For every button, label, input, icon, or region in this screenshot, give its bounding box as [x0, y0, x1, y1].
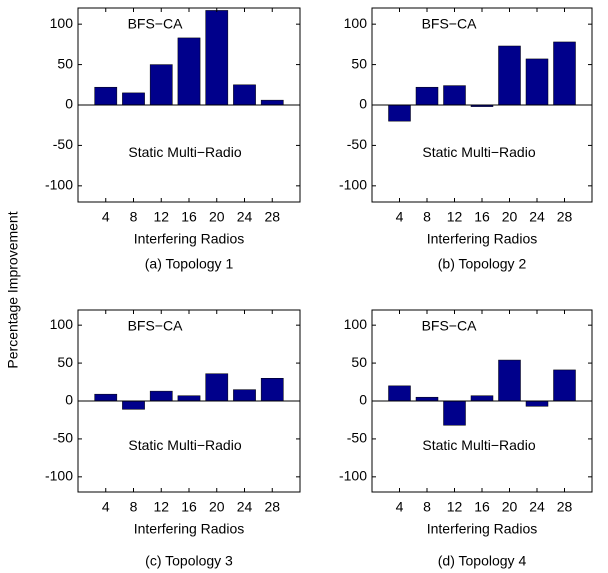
y-tick-label: -100 [339, 468, 367, 484]
x-tick-label: 4 [396, 209, 404, 225]
annotation: BFS−CA [128, 318, 184, 334]
bar [94, 86, 118, 106]
y-tick-label: 100 [344, 15, 368, 31]
x-tick-label: 24 [529, 499, 545, 515]
x-tick-label: 24 [237, 209, 253, 225]
y-tick-label: 50 [57, 354, 73, 370]
bar [415, 396, 439, 402]
annotation: BFS−CA [422, 16, 478, 32]
y-tick-label: 100 [50, 316, 74, 332]
bar [233, 389, 256, 402]
x-tick-label: 8 [423, 499, 431, 515]
bar [94, 393, 118, 402]
x-tick-label: 20 [209, 209, 225, 225]
x-tick-label: 12 [153, 209, 169, 225]
x-axis-label: Interfering Radios [134, 521, 245, 537]
y-tick-label: -100 [45, 177, 73, 193]
caption: (a) Topology 1 [145, 256, 234, 272]
axes-box [77, 7, 301, 203]
x-tick-label: 16 [181, 209, 197, 225]
y-tick-label: 50 [57, 55, 73, 71]
y-tick-label: -50 [53, 136, 73, 152]
bar [122, 400, 145, 410]
x-tick-label: 12 [447, 209, 463, 225]
bar [233, 84, 256, 106]
x-tick-label: 12 [153, 499, 169, 515]
x-tick-label: 4 [102, 499, 110, 515]
bar [553, 41, 576, 106]
bar [205, 373, 229, 402]
y-axis-label: Percentage Improvement [5, 211, 21, 368]
x-tick-label: 16 [474, 209, 490, 225]
bar [415, 86, 439, 106]
bar [177, 37, 201, 106]
y-tick-label: 0 [65, 96, 73, 112]
x-tick-label: 20 [209, 499, 225, 515]
x-tick-label: 24 [237, 499, 253, 515]
y-tick-label: 50 [351, 55, 367, 71]
x-tick-label: 16 [181, 499, 197, 515]
axes-box [371, 309, 593, 493]
bar [388, 104, 411, 122]
bar [443, 85, 466, 106]
x-tick-label: 28 [557, 209, 573, 225]
bar [525, 400, 549, 407]
x-tick-label: 20 [502, 499, 518, 515]
bar [470, 395, 494, 402]
x-tick-label: 20 [502, 209, 518, 225]
annotation: Static Multi−Radio [128, 144, 241, 160]
x-tick-label: 28 [264, 209, 280, 225]
caption: (b) Topology 2 [438, 256, 527, 272]
x-tick-label: 28 [264, 499, 280, 515]
x-axis-label: Interfering Radios [427, 231, 538, 247]
y-tick-label: -100 [45, 468, 73, 484]
axes-box [371, 7, 593, 203]
x-tick-label: 12 [447, 499, 463, 515]
bar [177, 395, 201, 402]
y-tick-label: 100 [50, 15, 74, 31]
caption: (c) Topology 3 [145, 553, 233, 569]
y-tick-label: 50 [351, 354, 367, 370]
bar [388, 385, 411, 402]
y-tick-label: 0 [359, 392, 367, 408]
bar [122, 92, 145, 106]
annotation: Static Multi−Radio [128, 437, 241, 453]
caption: (d) Topology 4 [438, 553, 527, 569]
y-tick-label: -50 [53, 430, 73, 446]
x-tick-label: 8 [130, 209, 138, 225]
y-tick-label: 0 [359, 96, 367, 112]
x-tick-label: 8 [423, 209, 431, 225]
y-tick-label: -100 [339, 177, 367, 193]
annotation: BFS−CA [422, 318, 478, 334]
y-tick-label: 0 [65, 392, 73, 408]
x-tick-label: 16 [474, 499, 490, 515]
bar [498, 45, 521, 106]
y-tick-label: -50 [347, 136, 367, 152]
y-tick-label: 100 [344, 316, 368, 332]
bar [149, 64, 173, 106]
x-tick-label: 28 [557, 499, 573, 515]
x-axis-label: Interfering Radios [427, 521, 538, 537]
bar [149, 390, 173, 402]
bar [260, 99, 284, 106]
annotation: Static Multi−Radio [422, 437, 535, 453]
bar [443, 400, 466, 426]
x-tick-label: 4 [396, 499, 404, 515]
bar [553, 369, 576, 402]
bar [260, 378, 284, 402]
annotation: Static Multi−Radio [422, 144, 535, 160]
x-tick-label: 24 [529, 209, 545, 225]
axes-box [77, 309, 301, 493]
x-tick-label: 4 [102, 209, 110, 225]
annotation: BFS−CA [128, 16, 184, 32]
bar [525, 58, 549, 106]
x-axis-label: Interfering Radios [134, 231, 245, 247]
x-tick-label: 8 [130, 499, 138, 515]
y-tick-label: -50 [347, 430, 367, 446]
bar [205, 10, 229, 106]
bar [498, 359, 521, 402]
